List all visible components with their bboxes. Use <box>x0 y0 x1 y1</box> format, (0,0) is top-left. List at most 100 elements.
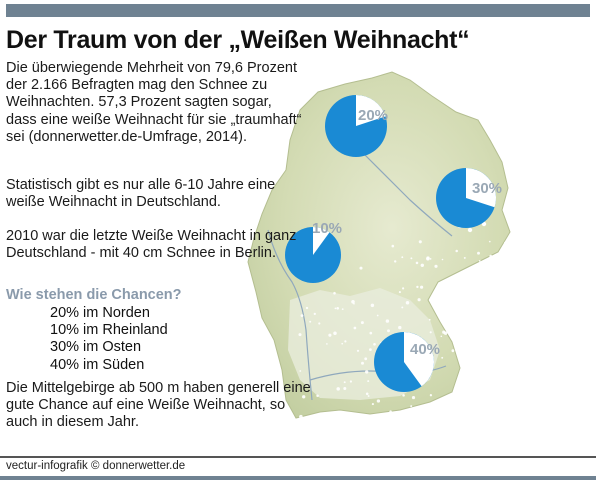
snow-dot <box>401 256 404 259</box>
snow-dot <box>492 387 494 389</box>
pie-label-sueden: 40% <box>410 341 440 358</box>
snow-dot <box>402 287 405 290</box>
snow-dot <box>341 342 344 345</box>
header-bar <box>6 4 590 17</box>
snow-dot <box>460 358 463 361</box>
page-title: Der Traum von der „Weißen Weihnacht“ <box>6 26 470 54</box>
snow-dot <box>429 331 432 334</box>
snow-dot <box>459 428 462 430</box>
pie-charts: 20% 10% 30% 40% <box>285 95 502 392</box>
snow-dot <box>429 394 433 397</box>
snow-dot <box>441 356 444 359</box>
snow-dot <box>309 320 312 323</box>
statistic-text: Statistisch gibt es nur alle 6-10 Jahre … <box>6 177 276 211</box>
pie-rheinland-slice <box>313 227 330 255</box>
snow-dot <box>462 386 465 390</box>
pie-label-osten: 30% <box>472 180 502 197</box>
snow-dot <box>526 328 530 332</box>
snow-dot <box>356 349 360 352</box>
snow-dot <box>555 326 559 329</box>
snow-dot <box>351 300 355 304</box>
snow-dot <box>488 240 491 243</box>
snow-dot <box>433 446 437 450</box>
snow-dot <box>573 302 577 306</box>
snow-dot <box>360 321 364 325</box>
snow-dot <box>333 291 336 295</box>
chances-list: 20% im Norden 10% im Rheinland 30% im Os… <box>50 305 168 374</box>
snow-fleck <box>467 227 473 233</box>
snow-dot <box>478 260 481 262</box>
snow-dot <box>512 294 516 298</box>
snow-dot <box>300 314 304 317</box>
snow-dot <box>582 369 585 372</box>
snow-dot <box>457 308 460 311</box>
snow-dot <box>542 258 545 261</box>
snow-dot <box>461 341 464 344</box>
snow-dot <box>389 410 392 413</box>
snow-dot <box>343 381 346 384</box>
snow-dot <box>420 285 424 289</box>
intro-text: Die überwiegende Mehrheit von 79,6 Proze… <box>6 60 302 145</box>
snow-dot <box>490 421 493 424</box>
river-elbe <box>349 139 453 237</box>
snow-dot <box>579 432 583 437</box>
snow-dot <box>520 255 524 260</box>
snow-dot <box>415 261 419 265</box>
snow-dot <box>477 329 480 332</box>
last-snow-text: 2010 war die letzte Weiße Weihnacht in g… <box>6 228 297 262</box>
snow-dot <box>504 241 507 244</box>
snow-dot <box>316 394 319 397</box>
snow-dot <box>367 380 370 383</box>
snow-dot <box>398 325 402 330</box>
snow-dot <box>429 258 432 260</box>
snow-dot <box>391 244 395 248</box>
snow-dot <box>343 387 347 390</box>
snow-dot <box>376 399 381 403</box>
snow-dot <box>361 361 364 365</box>
snow-dot <box>563 242 567 246</box>
snow-dot <box>579 426 582 429</box>
snow-fleck <box>481 221 487 227</box>
snow-dot <box>493 298 496 300</box>
snow-dot <box>477 251 480 255</box>
footer-credit: vectur-infografik © donnerwetter.de <box>6 460 186 472</box>
chance-item-south: 40% im Süden <box>50 356 145 373</box>
snow-dot <box>447 308 449 311</box>
snow-dot <box>575 306 579 310</box>
pie-rheinland <box>285 227 341 283</box>
snow-dot <box>554 256 557 259</box>
snow-dot <box>318 322 321 325</box>
snow-dot <box>334 307 337 310</box>
snow-dot <box>448 425 452 429</box>
snow-dot <box>531 325 534 328</box>
snow-dot <box>341 308 344 311</box>
snow-dot <box>364 357 368 361</box>
snow-dot <box>574 239 577 242</box>
snow-dot <box>489 254 493 258</box>
snow-dot <box>490 343 494 347</box>
snow-dot <box>376 314 379 317</box>
snow-dot <box>365 370 369 374</box>
footer-bar <box>0 476 596 480</box>
snow-dot <box>580 355 584 358</box>
snow-dot <box>522 312 526 316</box>
snow-dot <box>529 310 533 313</box>
snow-dot <box>365 392 369 396</box>
snow-dot <box>417 298 421 302</box>
snow-dot <box>515 373 519 376</box>
river-rhine <box>267 229 313 401</box>
snow-dot <box>499 280 503 284</box>
snow-dot <box>312 435 317 439</box>
pie-osten <box>436 168 497 228</box>
snow-dot <box>353 326 357 330</box>
snow-dot <box>489 287 493 291</box>
snow-dot <box>518 360 522 364</box>
snow-dot <box>573 318 577 323</box>
snow-dot <box>426 256 430 260</box>
snow-dot <box>322 433 325 436</box>
snow-dot <box>502 403 506 408</box>
pie-label-norden: 20% <box>358 107 388 124</box>
snow-dot <box>434 264 438 268</box>
